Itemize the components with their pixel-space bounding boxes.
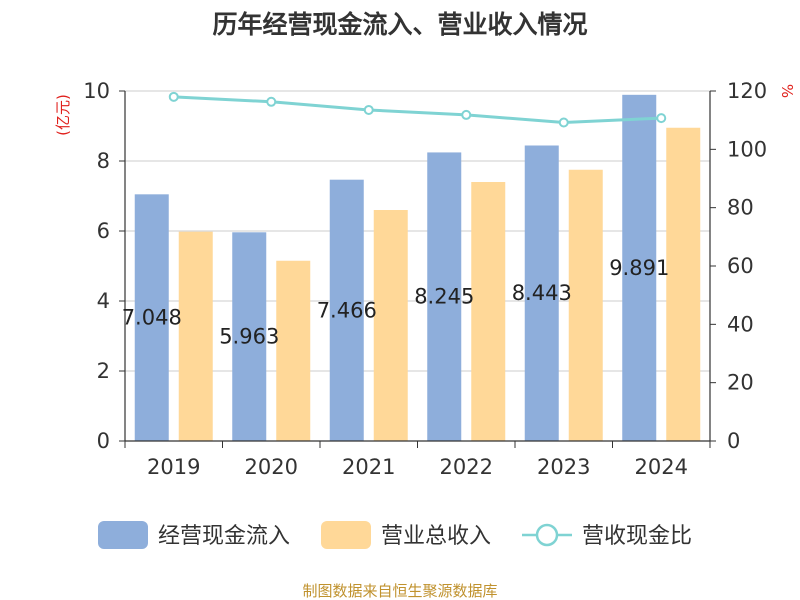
line-point bbox=[168, 91, 179, 102]
data-label: 8.245 bbox=[414, 285, 474, 309]
bar bbox=[134, 194, 169, 441]
bar bbox=[568, 169, 603, 441]
data-label: 9.891 bbox=[609, 256, 669, 280]
bar bbox=[471, 182, 506, 441]
right-tick-label: 120 bbox=[727, 79, 767, 103]
left-axis-unit: (亿元) bbox=[54, 94, 72, 136]
legend-swatch bbox=[321, 521, 371, 549]
legend: 经营现金流入 营业总收入 营收现金比 bbox=[98, 521, 692, 549]
line-point bbox=[266, 96, 277, 107]
legend-swatch-marker bbox=[535, 523, 559, 547]
bars bbox=[134, 94, 701, 442]
line-point bbox=[656, 113, 667, 124]
bar bbox=[524, 145, 559, 441]
data-label: 7.048 bbox=[122, 306, 182, 330]
right-tick-label: 80 bbox=[727, 196, 754, 220]
left-tick-label: 0 bbox=[97, 429, 110, 453]
chart-title: 历年经营现金流入、营业收入情况 bbox=[212, 10, 587, 39]
ratio-line bbox=[168, 91, 667, 128]
x-tick-label: 2024 bbox=[635, 455, 688, 479]
data-label: 5.963 bbox=[219, 325, 279, 349]
bar bbox=[276, 260, 311, 441]
legend-label: 营收现金比 bbox=[582, 524, 692, 549]
source-note: 制图数据来自恒生聚源数据库 bbox=[302, 582, 497, 600]
bar bbox=[427, 152, 462, 442]
data-label: 7.466 bbox=[317, 298, 377, 322]
line-point bbox=[363, 104, 374, 115]
legend-swatch bbox=[98, 521, 148, 549]
data-labels: 7.048 5.963 7.466 8.245 8.443 9.891 bbox=[122, 256, 670, 349]
line-point bbox=[461, 109, 472, 120]
data-label: 8.443 bbox=[512, 281, 572, 305]
right-tick-label: 40 bbox=[727, 312, 754, 336]
series-line bbox=[173, 95, 662, 125]
bar bbox=[329, 179, 364, 441]
left-tick-label: 8 bbox=[97, 149, 110, 173]
right-tick-label: 60 bbox=[727, 254, 754, 278]
left-tick-label: 2 bbox=[97, 359, 110, 383]
x-tick-label: 2020 bbox=[245, 455, 298, 479]
legend-label: 经营现金流入 bbox=[158, 524, 290, 549]
right-axis-unit: % bbox=[778, 84, 796, 98]
bar bbox=[666, 127, 701, 441]
right-tick-label: 20 bbox=[727, 371, 754, 395]
left-tick-label: 10 bbox=[83, 79, 110, 103]
grid-lines bbox=[125, 90, 710, 372]
bar bbox=[373, 210, 408, 441]
legend-label: 营业总收入 bbox=[381, 524, 491, 549]
x-tick-label: 2021 bbox=[342, 455, 395, 479]
bar bbox=[232, 232, 267, 441]
x-tick-label: 2019 bbox=[147, 455, 200, 479]
bar bbox=[622, 94, 657, 441]
left-tick-label: 4 bbox=[97, 289, 110, 313]
right-tick-label: 100 bbox=[727, 137, 767, 161]
x-tick-label: 2023 bbox=[537, 455, 590, 479]
line-point bbox=[558, 117, 569, 128]
left-tick-label: 6 bbox=[97, 219, 110, 243]
bar bbox=[178, 231, 213, 441]
right-tick-label: 0 bbox=[727, 429, 740, 453]
x-tick-label: 2022 bbox=[440, 455, 493, 479]
